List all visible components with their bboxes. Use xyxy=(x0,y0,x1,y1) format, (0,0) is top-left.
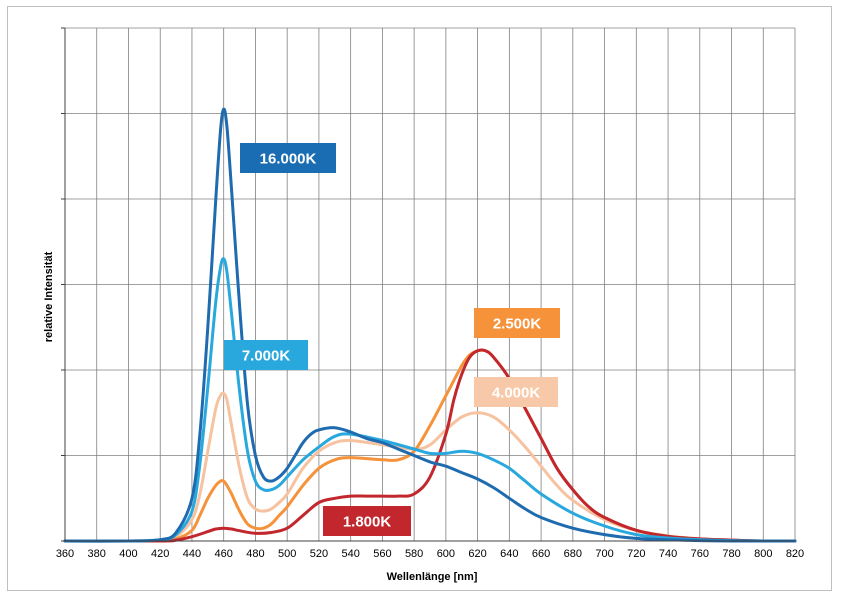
x-tick-label: 740 xyxy=(659,548,677,560)
label-box xyxy=(224,340,308,370)
series-line-4000K xyxy=(63,391,797,543)
label-4000K: 4.000K xyxy=(474,377,558,407)
x-tick-label: 780 xyxy=(722,548,740,560)
x-tick-label: 540 xyxy=(341,548,359,560)
x-tick-label: 680 xyxy=(564,548,582,560)
x-tick-label: 800 xyxy=(754,548,772,560)
x-tick-label: 580 xyxy=(405,548,423,560)
series-line-1800K xyxy=(63,348,797,543)
label-16000K: 16.000K xyxy=(240,143,336,173)
x-tick-label: 500 xyxy=(278,548,296,560)
label-text: 2.500K xyxy=(493,316,542,333)
label-text: 7.000K xyxy=(242,348,291,365)
x-tick-label: 360 xyxy=(56,548,74,560)
x-tick-label: 820 xyxy=(786,548,804,560)
chart-frame xyxy=(7,6,832,591)
x-tick-label: 720 xyxy=(627,548,645,560)
x-tick-label: 460 xyxy=(215,548,233,560)
label-box xyxy=(240,143,336,173)
x-tick-label: 520 xyxy=(310,548,328,560)
label-text: 1.800K xyxy=(343,514,392,531)
label-text: 4.000K xyxy=(492,385,541,402)
x-axis-title: Wellenlänge [nm] xyxy=(387,571,478,583)
series-line-7000K xyxy=(63,257,797,543)
label-7000K: 7.000K xyxy=(224,340,308,370)
x-tick-label: 420 xyxy=(151,548,169,560)
series-line-16000K xyxy=(63,107,797,543)
label-1800K: 1.800K xyxy=(323,506,411,536)
label-box xyxy=(323,506,411,536)
grid xyxy=(64,27,796,542)
label-2500K: 2.500K xyxy=(474,308,560,338)
series-labels: 16.000K 7.000K 2.500K 4.000K 1.800K xyxy=(224,143,560,536)
series-layer xyxy=(63,107,797,543)
label-box xyxy=(474,308,560,338)
x-tick-labels: 360 380 400 420 440 460 480 500 520 540 560 580 600 6… xyxy=(56,548,804,560)
label-box xyxy=(474,377,558,407)
x-tick-label: 400 xyxy=(119,548,137,560)
x-tick-label: 480 xyxy=(246,548,264,560)
x-tick-label: 380 xyxy=(88,548,106,560)
y-axis-title: relative Intensität xyxy=(43,251,55,342)
x-tick-label: 640 xyxy=(500,548,518,560)
x-tick-label: 560 xyxy=(373,548,391,560)
x-tick-label: 700 xyxy=(595,548,613,560)
x-tick-label: 660 xyxy=(532,548,550,560)
x-tick-label: 620 xyxy=(468,548,486,560)
x-tick-label: 600 xyxy=(437,548,455,560)
label-text: 16.000K xyxy=(260,151,317,168)
x-tick-label: 440 xyxy=(183,548,201,560)
axes xyxy=(61,27,795,542)
x-tick-label: 760 xyxy=(691,548,709,560)
